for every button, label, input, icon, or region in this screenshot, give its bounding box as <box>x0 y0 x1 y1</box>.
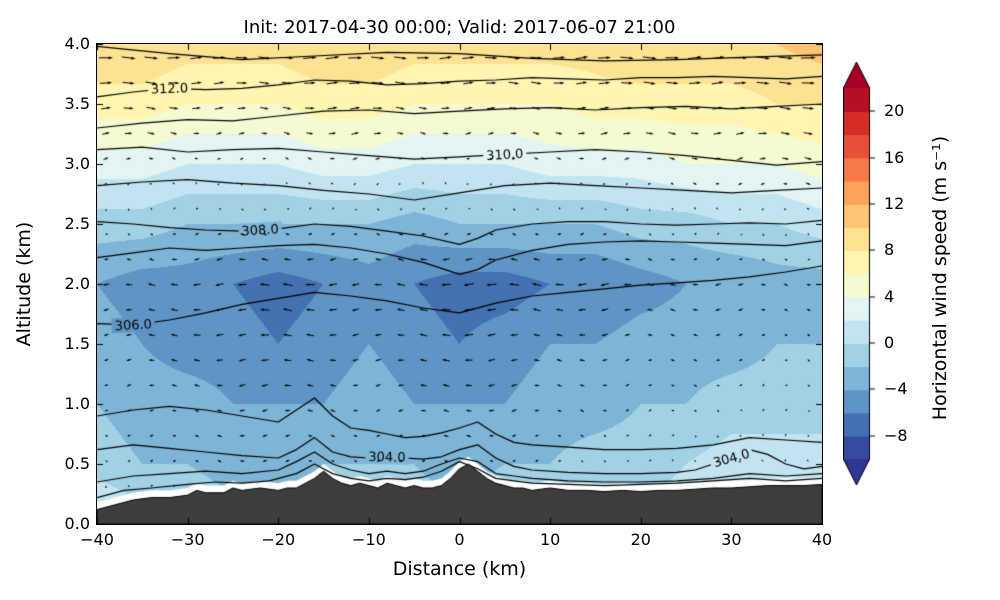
colorbar-tick-label: 8 <box>884 240 895 260</box>
colorbar-label: Horizontal wind speed (m s⁻¹) <box>929 135 951 421</box>
colorbar-tick-label: 16 <box>884 147 905 167</box>
colorbar-tick-label: −8 <box>884 425 908 445</box>
y-tick-label: 2.0 <box>64 274 90 293</box>
y-tick-label: 1.0 <box>64 394 90 413</box>
x-tick-label: −20 <box>261 530 296 549</box>
colorbar-tick-label: 4 <box>884 286 895 306</box>
x-tick-label: −10 <box>351 530 386 549</box>
plot-frame <box>96 43 823 525</box>
colorbar <box>843 58 883 518</box>
y-tick-label: 3.0 <box>64 154 90 173</box>
y-axis-label: Altitude (km) <box>13 221 35 347</box>
y-tick-label: 2.5 <box>64 214 90 233</box>
x-tick-label: −40 <box>80 530 114 549</box>
y-tick-label: 4.0 <box>64 34 90 53</box>
y-tick-label: 1.5 <box>64 334 90 353</box>
y-tick-label: 0.5 <box>64 454 90 473</box>
x-tick-label: 30 <box>721 530 742 549</box>
x-axis-label: Distance (km) <box>392 558 527 580</box>
x-tick-label: 0 <box>454 530 465 549</box>
colorbar-tick-label: 20 <box>884 101 905 121</box>
colorbar-tick-label: 12 <box>884 193 905 213</box>
x-tick-label: 40 <box>811 530 833 549</box>
x-tick-label: −30 <box>170 530 205 549</box>
y-tick-label: 3.5 <box>64 94 90 113</box>
colorbar-tick-label: −4 <box>884 379 908 399</box>
y-tick-label: 0.0 <box>64 514 90 533</box>
cross-section-plot <box>97 44 822 524</box>
x-tick-label: 10 <box>539 530 561 549</box>
colorbar-tick-label: 0 <box>884 333 895 353</box>
x-tick-label: 20 <box>630 530 651 549</box>
plot-title: Init: 2017-04-30 00:00; Valid: 2017-06-0… <box>243 17 676 38</box>
